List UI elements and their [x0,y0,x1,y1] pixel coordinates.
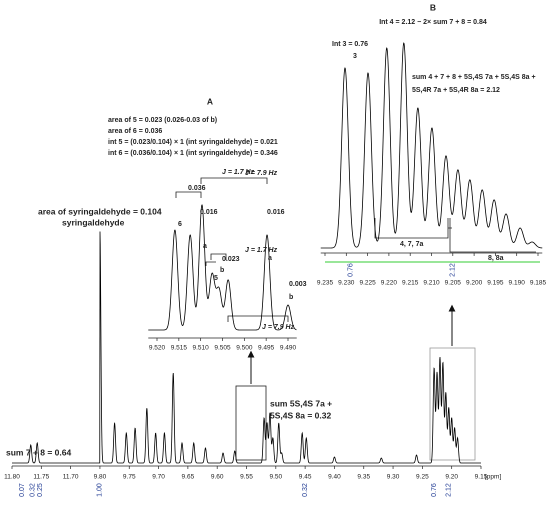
annotation: 0.016 [200,209,218,216]
annotation: 5S,4S 8a = 0.32 [270,410,331,420]
note: area of 6 = 0.036 [108,128,162,135]
x-tick-label: 9.520 [149,345,166,352]
x-tick-label: 9.225 [359,280,376,287]
note: int 5 = (0.023/0.104) × 1 (int syringald… [108,139,278,146]
annotation: 8, 8a [488,255,504,262]
integral-label: 0.32 [302,483,309,497]
chart-title: A [207,96,213,106]
x-tick-label: 9.50 [269,474,282,481]
x-tick-label: 9.80 [94,474,107,481]
annotation: 5 [214,275,218,282]
x-tick-label: 9.75 [123,474,136,481]
x-tick-label: 9.60 [211,474,224,481]
annotation: b [289,294,293,301]
x-tick-label: 9.205 [445,280,462,287]
x-tick-label: 9.210 [423,280,440,287]
chart-subtitle: Int 4 = 2.12 − 2× sum 7 + 8 = 0.84 [379,19,487,26]
annotation: syringaldehyde [62,217,125,227]
x-axis-label: [ppm] [485,474,501,481]
integral-label: 1.00 [97,483,104,497]
x-tick-label: 9.505 [214,345,231,352]
annotation: a [203,243,207,250]
bracket [175,177,289,322]
x-tick-label: 9.200 [466,280,483,287]
x-tick-label: 9.215 [402,280,419,287]
annotation: 0.036 [188,185,206,192]
annotation: 0.016 [267,209,285,216]
x-tick-label: 9.185 [530,280,547,287]
annotation: b [220,267,224,274]
x-tick-label: 9.230 [338,280,355,287]
x-tick-label: 9.20 [445,474,458,481]
x-tick-label: 11.70 [63,474,79,481]
x-tick-label: 9.220 [381,280,398,287]
x-tick-label: 9.15 [475,474,488,481]
annotation: 4, 7, 7a [400,241,423,248]
integral-label: 2.12 [446,483,453,497]
x-tick-label: 11.80 [4,474,20,481]
annotation: sum 7 + 8 = 0.64 [6,447,71,457]
x-tick-label: 9.195 [487,280,504,287]
x-tick-label: 9.235 [317,280,334,287]
annotation: J = 1.7 Hz [222,169,255,176]
annotation: a [268,255,272,262]
x-tick-label: 9.65 [182,474,195,481]
x-tick-label: 9.30 [387,474,400,481]
x-tick-label: 9.495 [258,345,275,352]
integral-label: 0.32 [29,483,36,497]
zoom-box [235,385,267,461]
x-tick-label: 9.500 [236,345,253,352]
x-tick-label: 9.490 [280,345,297,352]
x-tick-label: 9.40 [328,474,341,481]
annotation: area of syringaldehyde = 0.104 [38,206,162,216]
annotation: 0.023 [222,256,240,263]
x-tick-label: 9.510 [193,345,210,352]
chart-title: B [430,2,436,12]
integral-label: 0.76 [347,263,354,277]
x-tick-label: 9.515 [171,345,188,352]
zoom-box [429,347,476,461]
annotation: J = 7.9 Hz [262,324,295,331]
spectrum-trace [12,231,481,464]
annotation: 0.003 [289,281,307,288]
annotation: J = 1.7 Hz [245,247,278,254]
integral-label: 0.76 [431,483,438,497]
annotation: sum 5S,4S 7a + [270,398,332,408]
note: area of 5 = 0.023 (0.026-0.03 of b) [108,117,217,124]
annotation: 6 [178,221,182,228]
annotation: Int 3 = 0.76 [332,41,368,48]
integral-label: 0.25 [37,483,44,497]
spectrum-trace [320,42,543,249]
annotation: 3 [353,53,357,60]
x-tick-label: 9.55 [240,474,253,481]
annotation: J = 7.9 Hz [245,170,278,177]
spectrum-trace [148,204,297,331]
integral-label: 0.07 [19,483,26,497]
x-tick-label: 9.25 [416,474,429,481]
x-tick-label: 11.75 [33,474,49,481]
note: int 6 = (0.036/0.104) × 1 (int syringald… [108,150,278,157]
x-tick-label: 9.35 [357,474,370,481]
x-tick-label: 9.190 [509,280,526,287]
annotation: 5S,4R 7a + 5S,4R 8a = 2.12 [412,87,500,94]
x-tick-label: 9.70 [152,474,165,481]
integral-label: 2.12 [450,263,457,277]
x-tick-label: 9.45 [299,474,312,481]
annotation: sum 4 + 7 + 8 + 5S,4S 7a + 5S,4S 8a + [412,74,536,81]
